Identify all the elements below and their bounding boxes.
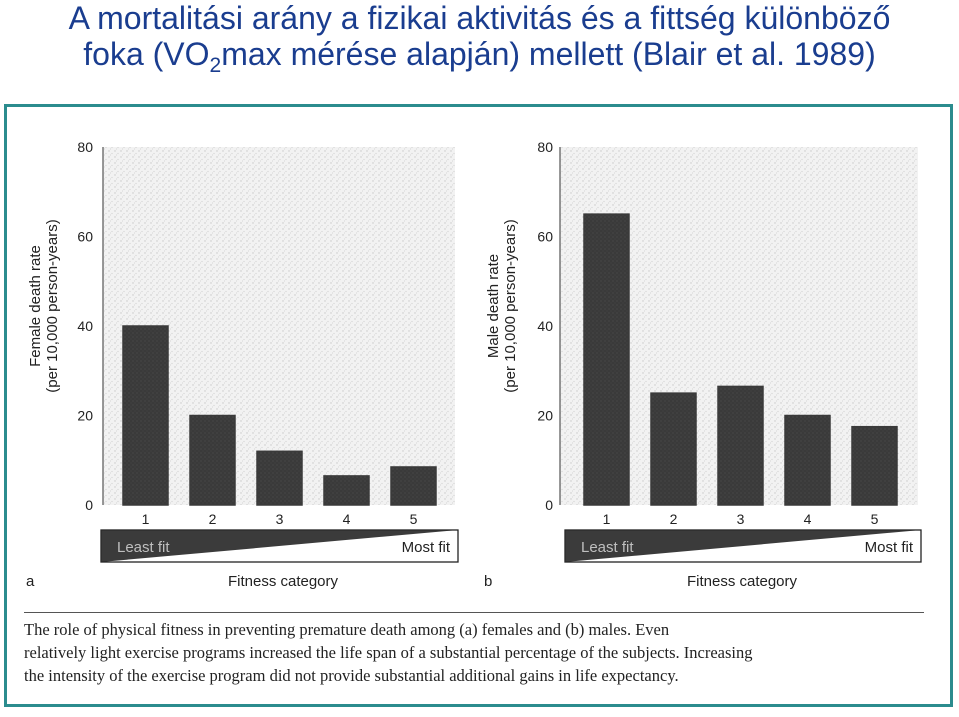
bar — [851, 425, 898, 506]
y-tick-label: 40 — [77, 318, 93, 334]
caption-divider — [24, 612, 924, 613]
caption-line-2: relatively light exercise programs incre… — [24, 643, 753, 662]
x-tick-label: 4 — [343, 511, 351, 527]
y-axis-label-units: (per 10,000 person-years) — [502, 219, 519, 392]
scale-label-least-fit: Least fit — [581, 539, 634, 556]
bar — [323, 475, 370, 506]
fitness-scale-gradient — [565, 530, 921, 562]
chart-panel-a: 0 20 40 60 80 Female death rate (per 10,000 pe… — [26, 139, 459, 590]
bar — [717, 385, 764, 506]
x-axis-label: Fitness category — [228, 573, 339, 590]
chart-panel-b: 0 20 40 60 80 Male death rate (per 10,000 pers… — [484, 139, 922, 590]
slide-title: A mortalitási arány a fizikai aktivitás … — [0, 0, 959, 76]
x-tick-label: 2 — [670, 511, 678, 527]
y-tick-label: 0 — [545, 497, 553, 513]
title-line-2-part-b: max mérése alapján) mellett (Blair et al… — [221, 36, 876, 72]
y-tick-label: 0 — [85, 497, 93, 513]
bar — [189, 414, 236, 506]
y-axis-label: Female death rate — [27, 245, 44, 367]
x-tick-label: 4 — [804, 511, 812, 527]
y-tick-label: 80 — [537, 139, 553, 155]
scale-label-most-fit: Most fit — [402, 539, 451, 556]
title-subscript: 2 — [209, 54, 222, 77]
y-tick-label: 20 — [77, 408, 93, 424]
x-tick-label: 5 — [410, 511, 418, 527]
y-tick-label: 80 — [77, 139, 93, 155]
x-tick-label: 5 — [871, 511, 879, 527]
bar — [650, 392, 697, 506]
figure-caption: The role of physical fitness in preventi… — [24, 618, 924, 687]
x-tick-label: 2 — [209, 511, 217, 527]
y-tick-label: 40 — [537, 318, 553, 334]
y-axis-label-units: (per 10,000 person-years) — [44, 219, 61, 392]
y-axis-label: Male death rate — [485, 254, 502, 358]
bar — [390, 466, 437, 506]
bar — [583, 213, 630, 506]
title-line-2: foka (VO2max mérése alapján) mellett (Bl… — [0, 36, 959, 76]
panel-letter: b — [484, 573, 492, 590]
title-line-2-part-a: foka (VO — [83, 36, 210, 72]
x-tick-label: 3 — [737, 511, 745, 527]
fitness-scale-gradient — [101, 530, 458, 562]
scale-label-most-fit: Most fit — [865, 539, 914, 556]
x-tick-label: 1 — [142, 511, 150, 527]
x-tick-label: 3 — [276, 511, 284, 527]
y-tick-label: 60 — [537, 229, 553, 245]
scale-label-least-fit: Least fit — [117, 539, 170, 556]
title-line-1: A mortalitási arány a fizikai aktivitás … — [68, 0, 891, 36]
caption-line-3: the intensity of the exercise program di… — [24, 666, 679, 685]
caption-line-1: The role of physical fitness in preventi… — [24, 620, 670, 639]
bar — [256, 450, 303, 506]
x-axis-label: Fitness category — [687, 573, 798, 590]
y-tick-label: 20 — [537, 408, 553, 424]
panel-letter: a — [26, 573, 35, 590]
bar — [784, 414, 831, 506]
bar — [122, 325, 169, 506]
y-tick-label: 60 — [77, 229, 93, 245]
x-tick-label: 1 — [603, 511, 611, 527]
